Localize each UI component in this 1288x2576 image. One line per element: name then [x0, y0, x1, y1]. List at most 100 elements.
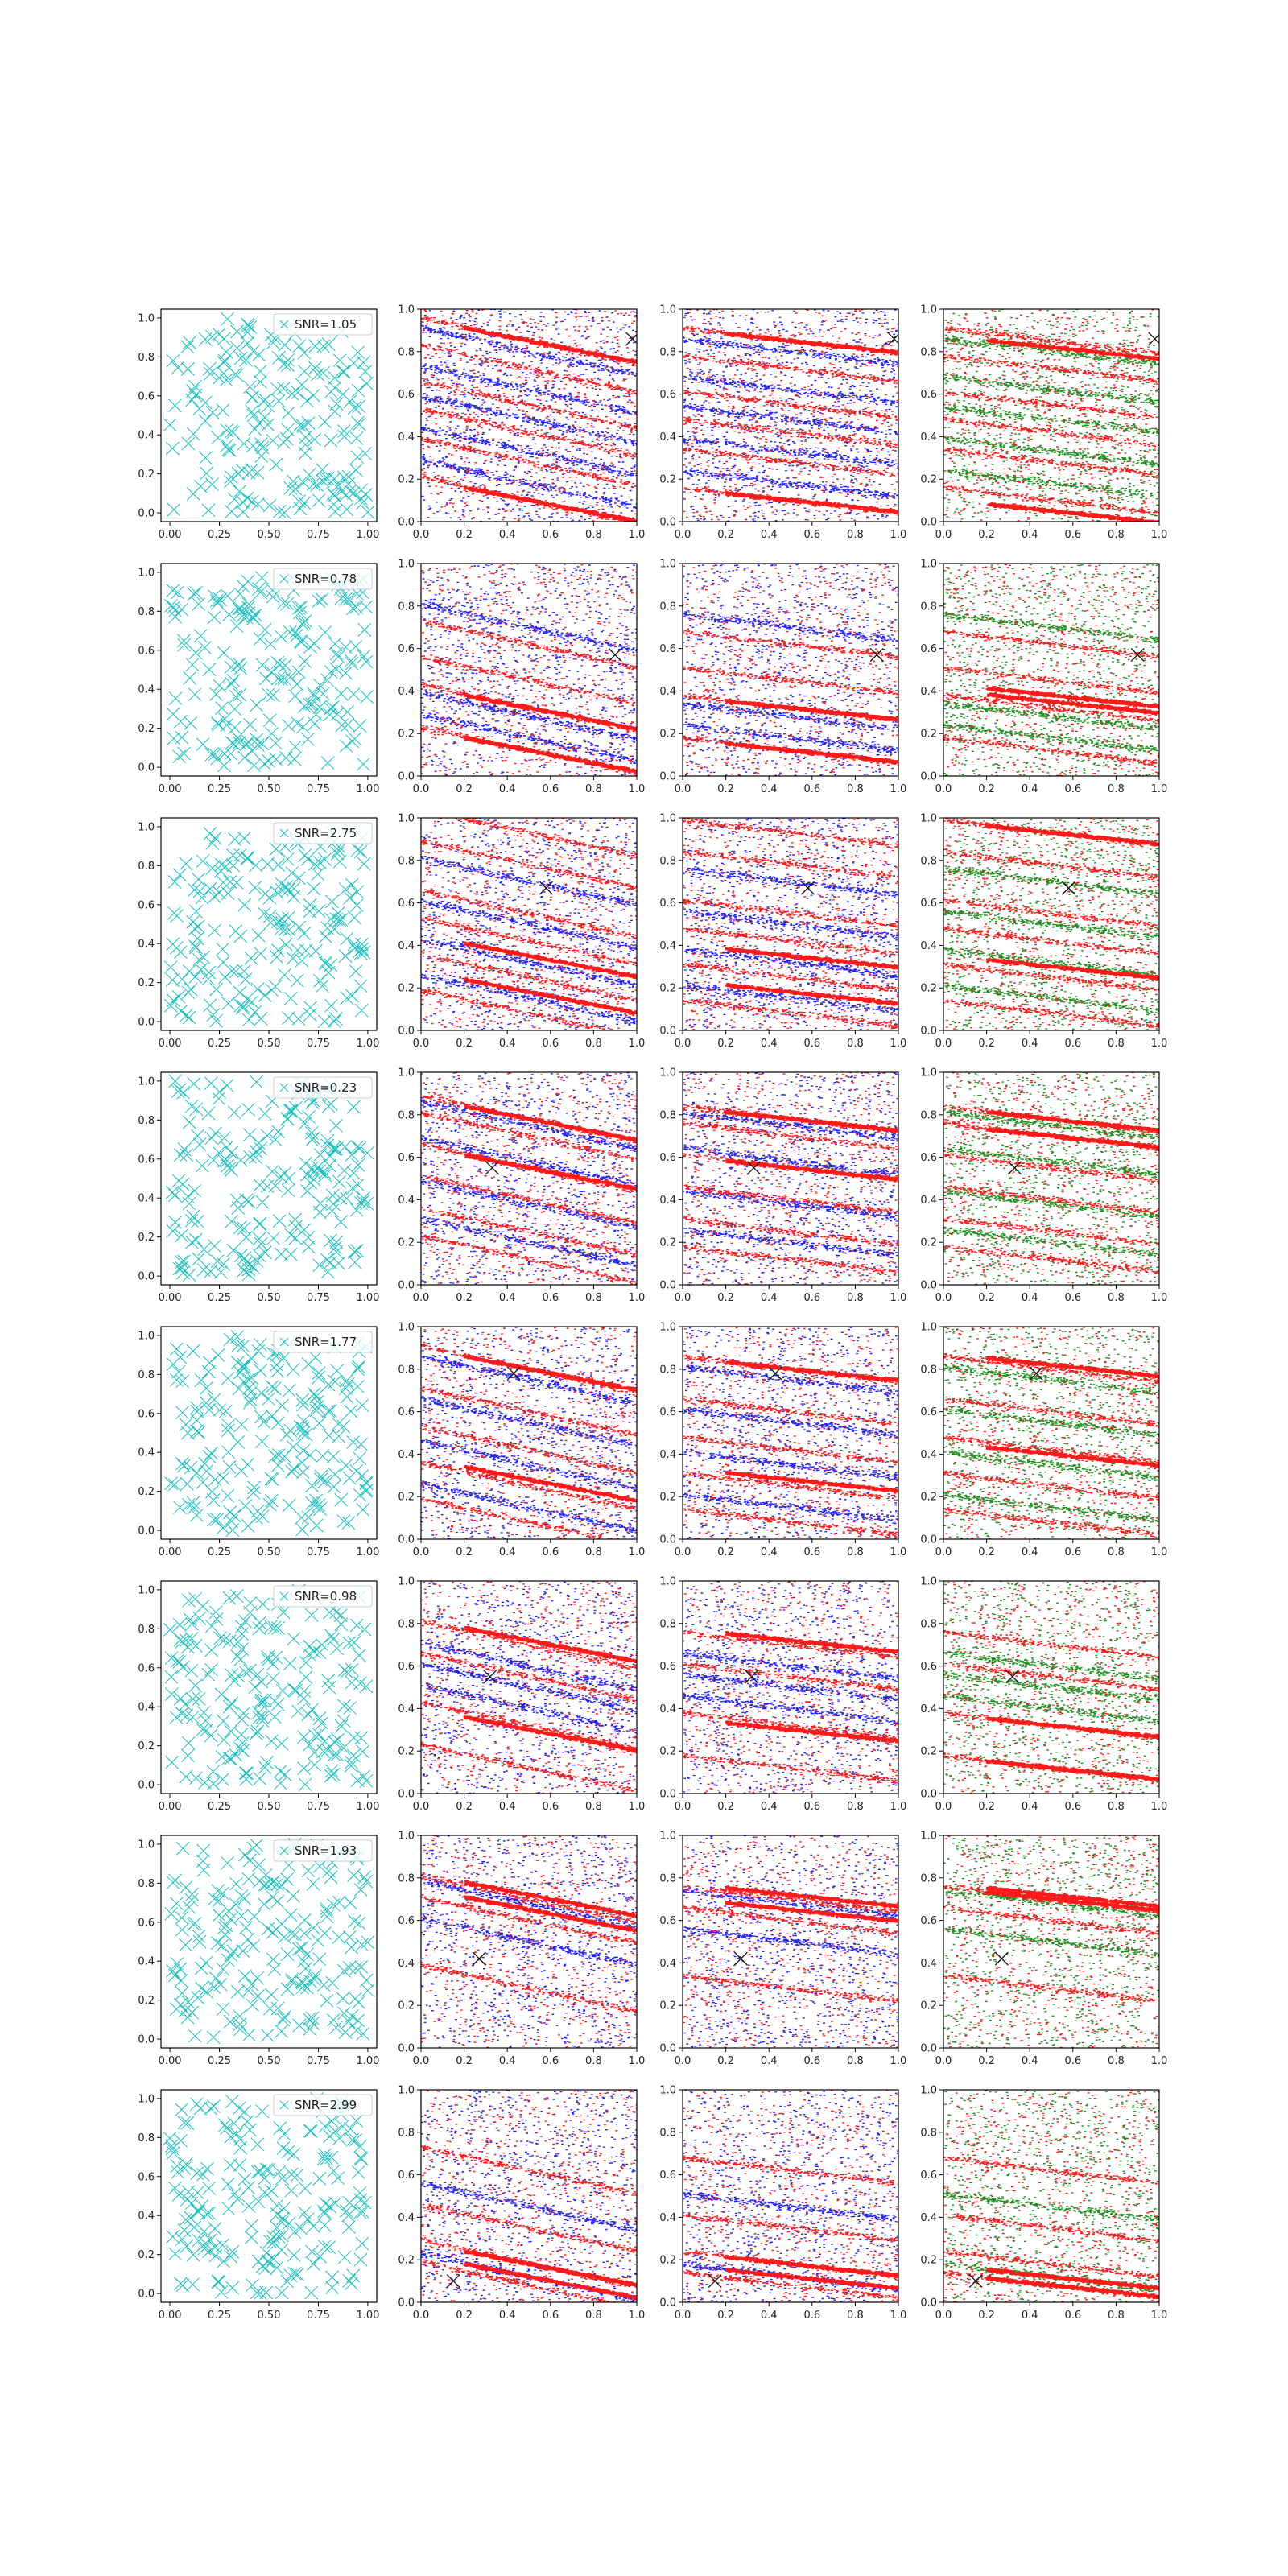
- subplot-r5-c2: 0.0 0.2 0.4 0.6 0.8 1.00.00.20.40.60.81.0: [398, 1322, 645, 1559]
- subplot-r4-c2: 0.0 0.2 0.4 0.6 0.8 1.00.00.20.40.60.81.0: [398, 1067, 645, 1305]
- x-tick-label: 0.25: [208, 1801, 231, 1813]
- x-tick-label: 0.0: [935, 1038, 952, 1050]
- subplot-r7-c4: 0.0 0.2 0.4 0.6 0.8 1.00.00.20.40.60.81.0: [920, 1831, 1167, 2068]
- x-tick-label: 1.00: [356, 529, 379, 541]
- legend-snr-label: SNR=2.75: [295, 826, 357, 840]
- y-tick-label: 1.0: [398, 1831, 415, 1843]
- x-tick-label: 0.6: [542, 2055, 559, 2067]
- subplot-r2-c2: 0.0 0.2 0.4 0.6 0.8 1.00.00.20.40.60.81.0: [398, 559, 645, 796]
- x-tick-label: 0.6: [1064, 2055, 1081, 2067]
- x-tick-label: 0.0: [413, 529, 430, 541]
- y-tick-label: 0.6: [659, 1661, 676, 1673]
- x-tick-label: 0.75: [307, 1546, 330, 1558]
- y-tick-label: 0.4: [398, 1958, 415, 1970]
- y-tick-label: 0.6: [920, 898, 937, 910]
- y-tick-label: 0.8: [398, 1109, 415, 1121]
- y-tick-label: 0.0: [659, 1026, 676, 1038]
- y-tick-label: 0.0: [659, 771, 676, 783]
- y-tick-label: 1.0: [659, 1831, 676, 1843]
- y-tick-label: 0.0: [920, 1026, 937, 1038]
- y-tick-label: 0.4: [659, 2212, 676, 2224]
- x-tick-label: 0.25: [208, 2055, 231, 2067]
- y-tick-label: 0.2: [920, 1492, 937, 1504]
- subplot-r1-c2: 0.0 0.2 0.4 0.6 0.8 1.00.00.20.40.60.81.0: [398, 304, 645, 542]
- x-tick-label: 0.50: [258, 1546, 281, 1558]
- legend: SNR=2.99: [274, 2095, 372, 2116]
- y-tick-label: 1.0: [920, 1831, 937, 1843]
- y-tick-label: 0.0: [398, 1280, 415, 1292]
- x-tick-label: 0.2: [978, 1546, 995, 1558]
- x-tick-label: 0.6: [803, 529, 820, 541]
- plot-area: [943, 1581, 1161, 1794]
- x-tick-label: 0.4: [499, 783, 516, 795]
- x-tick-label: 0.0: [413, 2055, 430, 2067]
- y-tick-label: 0.0: [920, 2297, 937, 2310]
- x-tick-label: 0.0: [935, 1801, 952, 1813]
- y-tick-label: 0.0: [398, 771, 415, 783]
- y-tick-label: 0.8: [659, 346, 676, 358]
- x-tick-label: 0.0: [413, 1038, 430, 1050]
- y-tick-label: 0.4: [920, 1703, 937, 1715]
- y-tick-label: 0.2: [138, 2249, 155, 2261]
- x-tick-label: 0.4: [1022, 2055, 1038, 2067]
- y-tick-label: 0.8: [138, 1115, 155, 1127]
- x-tick-label: 1.0: [890, 529, 907, 541]
- x-tick-label: 0.8: [847, 1038, 864, 1050]
- x-tick-label: 1.00: [356, 1292, 379, 1304]
- x-tick-label: 0.8: [1108, 2310, 1125, 2322]
- subplot-r2-c1: SNR=0.780.00 0.25 0.50 0.75 1.000.00.20.40.6…: [138, 564, 379, 795]
- x-tick-label: 1.0: [629, 783, 646, 795]
- series-blue-points: [422, 1835, 638, 2047]
- x-tick-label: 1.0: [629, 1038, 646, 1050]
- y-tick-label: 0.6: [138, 2171, 155, 2183]
- legend-snr-label: SNR=2.99: [295, 2098, 357, 2112]
- x-tick-label: 0.4: [499, 529, 516, 541]
- x-tick-label: 0.0: [935, 2310, 952, 2322]
- subplot-r1-c1: SNR=1.050.00 0.25 0.50 0.75 1.000.00.20.40.6…: [138, 309, 379, 541]
- y-tick-label: 0.4: [659, 1703, 676, 1715]
- y-tick-label: 1.0: [138, 567, 155, 579]
- subplot-r1-c4: 0.0 0.2 0.4 0.6 0.8 1.00.00.20.40.60.81.0: [920, 304, 1167, 542]
- x-tick-label: 0.25: [208, 529, 231, 541]
- y-tick-label: 0.0: [138, 508, 155, 520]
- y-tick-label: 0.0: [138, 762, 155, 774]
- x-tick-label: 0.8: [847, 2055, 864, 2067]
- x-tick-label: 0.00: [159, 1038, 182, 1050]
- y-tick-label: 0.2: [398, 2255, 415, 2267]
- subplot-r5-c1: SNR=1.770.00 0.25 0.50 0.75 1.000.00.20.40.6…: [138, 1327, 379, 1558]
- subplot-r6-c3: 0.0 0.2 0.4 0.6 0.8 1.00.00.20.40.60.81.0: [659, 1576, 906, 1814]
- x-tick-label: 0.8: [847, 529, 864, 541]
- y-tick-label: 0.0: [138, 1525, 155, 1538]
- x-tick-label: 0.2: [456, 1546, 473, 1558]
- subplot-r8-c1: SNR=2.990.00 0.25 0.50 0.75 1.000.00.20.40.6…: [138, 2090, 379, 2322]
- x-tick-label: 0.4: [499, 1038, 516, 1050]
- x-tick-label: 0.4: [499, 1801, 516, 1813]
- y-tick-label: 0.6: [398, 643, 415, 655]
- x-tick-label: 0.2: [456, 783, 473, 795]
- x-tick-label: 0.00: [159, 2310, 182, 2322]
- x-tick-label: 0.2: [717, 783, 734, 795]
- x-tick-label: 0.50: [258, 2055, 281, 2067]
- y-tick-label: 0.2: [138, 1232, 155, 1244]
- x-tick-label: 0.25: [208, 1292, 231, 1304]
- series-red-points: [421, 1836, 638, 2048]
- x-tick-label: 0.2: [978, 1038, 995, 1050]
- y-tick-label: 0.4: [659, 940, 676, 952]
- target-x-marker: [969, 2275, 982, 2288]
- target-x-marker: [447, 2275, 460, 2288]
- y-tick-label: 0.4: [138, 1447, 155, 1459]
- subplot-r5-c3: 0.0 0.2 0.4 0.6 0.8 1.00.00.20.40.60.81.0: [659, 1322, 906, 1559]
- x-tick-label: 0.8: [1108, 1292, 1125, 1304]
- x-tick-label: 0.75: [307, 2055, 330, 2067]
- y-tick-label: 0.4: [398, 1195, 415, 1207]
- y-tick-label: 0.4: [138, 1193, 155, 1205]
- y-tick-label: 0.6: [398, 1406, 415, 1418]
- dense-red-streak: [987, 2268, 1160, 2298]
- subplot-r2-c4: 0.0 0.2 0.4 0.6 0.8 1.00.00.20.40.60.81.0: [920, 559, 1167, 796]
- y-tick-label: 0.0: [138, 1017, 155, 1029]
- x-tick-label: 0.6: [542, 1546, 559, 1558]
- y-tick-label: 1.0: [920, 1322, 937, 1334]
- x-tick-label: 0.50: [258, 1038, 281, 1050]
- target-x-marker: [473, 1952, 485, 1965]
- y-tick-label: 1.0: [920, 1576, 937, 1588]
